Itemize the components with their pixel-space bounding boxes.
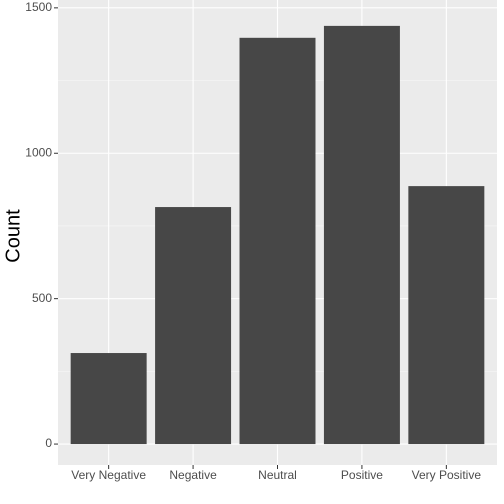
x-tick-label: Negative [169, 468, 217, 482]
y-axis-title: Count [2, 209, 24, 263]
bar [70, 353, 147, 445]
bar [155, 207, 232, 445]
bar [323, 25, 400, 445]
x-tick-label: Very Positive [412, 468, 482, 482]
y-tick-label: 0 [45, 436, 52, 450]
x-tick-label: Very Negative [71, 468, 146, 482]
y-tick-label: 1000 [25, 145, 52, 159]
y-tick-label: 500 [32, 291, 52, 305]
y-tick-label: 1500 [25, 0, 52, 14]
bar [408, 186, 485, 445]
x-tick-label: Positive [341, 468, 383, 482]
x-tick-label: Neutral [258, 468, 297, 482]
bar [239, 37, 316, 445]
